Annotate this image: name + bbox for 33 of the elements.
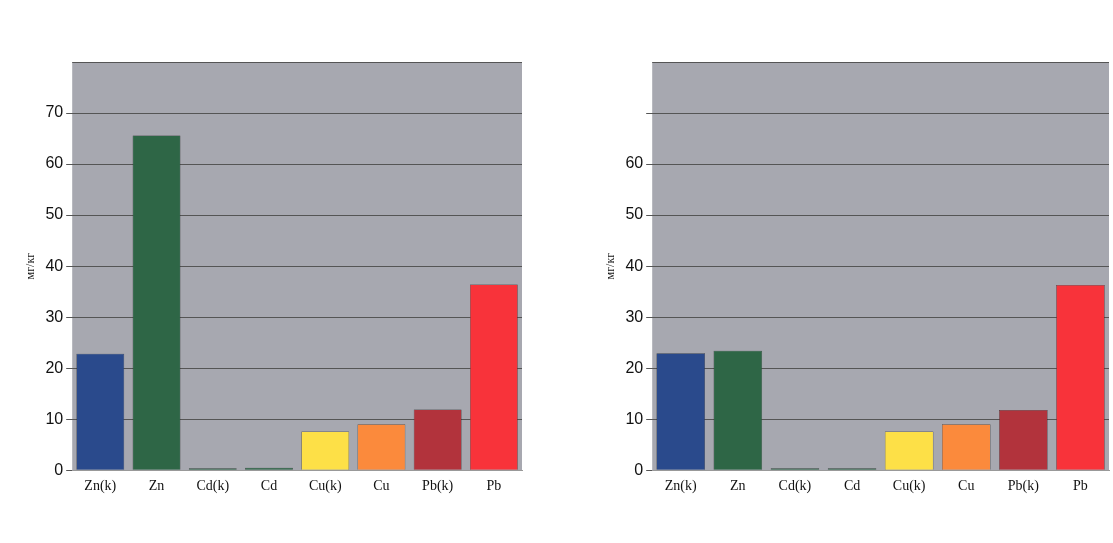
y-tick-label: 30 [45, 307, 64, 325]
x-tick-label: Cd [260, 478, 278, 494]
x-tick-label: Pb [486, 478, 502, 494]
y-tick-label: 60 [625, 154, 644, 172]
x-tick-label: Zn(k) [84, 478, 117, 495]
y-tick-label: 10 [625, 409, 644, 427]
x-tick-label: Pb [1073, 478, 1088, 494]
x-tick-label: Cd [843, 478, 861, 494]
y-tick-label: 40 [45, 256, 64, 274]
y-tick-label: 20 [45, 358, 64, 376]
x-tick-label: Cd(k) [778, 478, 812, 495]
y-tick-label: 70 [45, 103, 64, 121]
x-tick-label: Zn [730, 478, 746, 494]
x-tick-label: Pb(k) [422, 478, 454, 495]
x-tick-label: Cd(k) [196, 478, 230, 495]
y-tick-label: 60 [45, 154, 64, 172]
y-tick-label: 0 [54, 460, 64, 478]
y-tick-label: 50 [625, 205, 644, 223]
x-tick-label: Cu(k) [892, 478, 926, 495]
x-tick-label: Cu [373, 478, 390, 494]
y-axis-title: мг/кг [603, 252, 618, 280]
y-tick-label: 30 [625, 307, 644, 325]
y-tick-label: 40 [625, 256, 644, 274]
x-tick-label: Cu(k) [308, 478, 342, 495]
y-tick-label: 50 [45, 205, 64, 223]
y-tick-label: 20 [625, 358, 644, 376]
y-tick-label: 10 [45, 409, 64, 427]
y-tick-label: 0 [634, 460, 644, 478]
x-tick-label: Pb(k) [1007, 478, 1040, 495]
y-axis-title: мг/кг [23, 252, 38, 280]
x-tick-label: Zn(k) [664, 478, 698, 495]
x-tick-label: Cu [958, 478, 975, 494]
x-tick-label: Zn [148, 478, 165, 494]
